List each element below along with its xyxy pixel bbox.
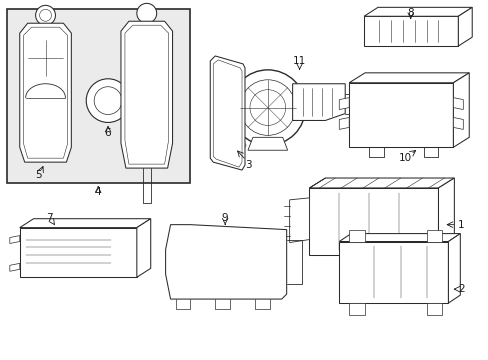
Polygon shape [447, 234, 459, 303]
Polygon shape [137, 219, 150, 277]
Polygon shape [10, 235, 20, 243]
Text: 1: 1 [457, 220, 464, 230]
Circle shape [230, 70, 305, 145]
Polygon shape [348, 73, 468, 83]
Polygon shape [309, 188, 438, 255]
Polygon shape [309, 178, 453, 188]
Polygon shape [20, 228, 137, 277]
Polygon shape [364, 7, 471, 16]
Polygon shape [339, 242, 447, 303]
Polygon shape [452, 98, 462, 109]
Polygon shape [452, 117, 462, 129]
Text: 4: 4 [95, 187, 101, 197]
Bar [149, 71, 165, 85]
Text: 5: 5 [35, 170, 42, 180]
Polygon shape [165, 225, 286, 299]
Polygon shape [339, 234, 459, 242]
Bar [7, 9, 190, 183]
Bar [128, 93, 143, 107]
Bar [128, 71, 143, 85]
Bar [364, 24, 375, 38]
Polygon shape [289, 198, 309, 243]
Circle shape [26, 113, 65, 152]
Text: 3: 3 [245, 160, 252, 170]
Text: 2: 2 [457, 284, 464, 294]
Text: 11: 11 [292, 56, 305, 66]
Bar [25, 233, 112, 272]
Text: 10: 10 [398, 153, 411, 163]
Text: 8: 8 [407, 8, 413, 18]
Bar [214, 74, 241, 112]
Polygon shape [339, 117, 348, 129]
Circle shape [28, 40, 63, 76]
Polygon shape [247, 137, 287, 150]
Polygon shape [210, 56, 244, 170]
Circle shape [135, 141, 158, 165]
Polygon shape [426, 303, 442, 315]
Polygon shape [426, 230, 442, 242]
Polygon shape [364, 16, 457, 46]
Polygon shape [452, 73, 468, 147]
Polygon shape [292, 84, 345, 121]
Bar [346, 249, 440, 295]
Bar [366, 95, 435, 135]
Bar [149, 49, 165, 63]
Circle shape [140, 32, 153, 46]
Polygon shape [438, 178, 453, 255]
Circle shape [36, 5, 55, 25]
Circle shape [109, 237, 141, 268]
Text: 6: 6 [104, 129, 111, 138]
Polygon shape [348, 303, 365, 315]
Text: 9: 9 [222, 213, 228, 223]
Bar [128, 49, 143, 63]
Circle shape [137, 3, 156, 23]
Polygon shape [339, 98, 348, 109]
Text: 7: 7 [46, 213, 53, 223]
Polygon shape [121, 21, 172, 168]
Circle shape [86, 79, 130, 122]
Polygon shape [457, 7, 471, 46]
Polygon shape [348, 230, 365, 242]
Polygon shape [20, 219, 150, 228]
Polygon shape [20, 23, 71, 162]
Polygon shape [10, 264, 20, 271]
Bar [149, 93, 165, 107]
Polygon shape [348, 83, 452, 147]
